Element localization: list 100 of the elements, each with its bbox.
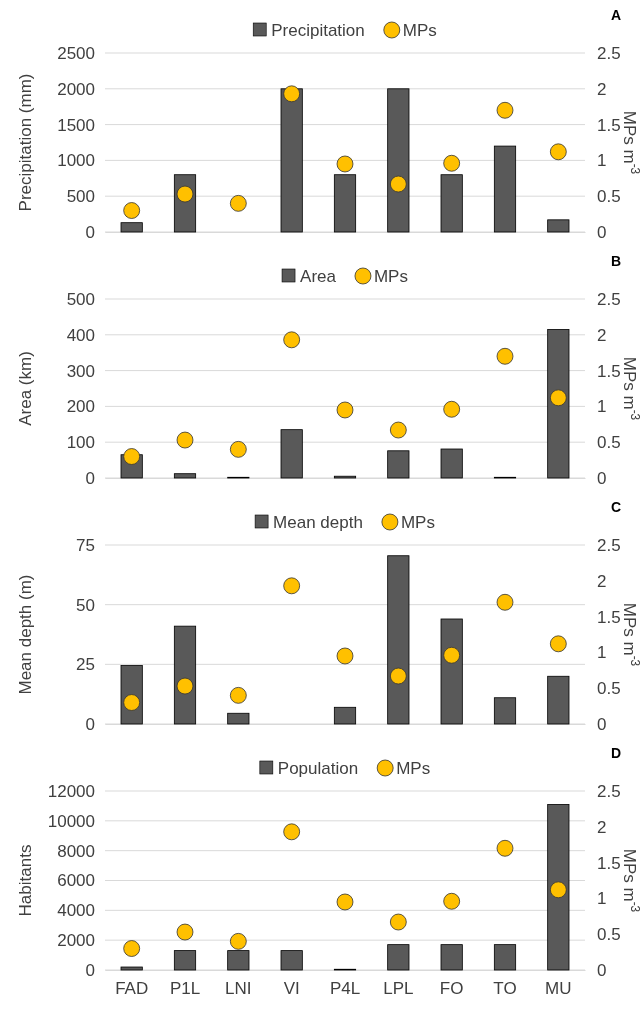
point [229, 933, 247, 950]
point [176, 923, 194, 941]
point [229, 195, 247, 212]
y-tick-label: 500 [66, 289, 95, 309]
y-axis-title: Mean depth (m) [15, 574, 35, 695]
legend-label: MPs [396, 758, 431, 778]
x-tick-label: FO [439, 979, 464, 999]
point [336, 155, 354, 173]
y2-tick-label: 1.5 [597, 115, 621, 135]
x-tick-label: TO [493, 979, 517, 999]
legend-label: Area [300, 266, 337, 286]
bar [547, 219, 570, 233]
bar [387, 88, 410, 233]
bar [493, 944, 517, 971]
point [496, 101, 514, 119]
point [389, 913, 407, 931]
bar [280, 950, 303, 971]
point [549, 635, 567, 653]
point [123, 940, 141, 957]
y-axis-title: Precipitation (mm) [15, 73, 35, 212]
bar [387, 944, 410, 971]
y2-tick-label: 0 [597, 222, 607, 242]
y-tick-label: 100 [66, 433, 95, 453]
point [336, 647, 354, 665]
y-tick-label: 6000 [57, 871, 95, 891]
bar [387, 450, 410, 479]
bar [547, 804, 570, 971]
legend-label: Population [277, 758, 359, 778]
y2-tick-label: 2.5 [597, 535, 621, 555]
bar [227, 950, 250, 971]
y2-tick-label: 2 [597, 79, 607, 99]
y-tick-label: 12000 [47, 781, 95, 801]
point [176, 431, 194, 449]
y-tick-label: 25 [76, 655, 95, 675]
bar [173, 950, 197, 971]
y2-tick-label: 2.5 [597, 289, 621, 309]
text: C [610, 499, 622, 515]
y2-tick-label: 1.5 [597, 607, 621, 627]
bar [547, 329, 570, 479]
legend-label: MPs [373, 266, 408, 286]
point [283, 823, 301, 841]
y-tick-label: 2500 [57, 43, 95, 63]
point [336, 401, 354, 419]
y2-tick-label: 2 [597, 571, 607, 591]
y-tick-label: 0 [85, 714, 95, 734]
y2-tick-label: 0.5 [597, 925, 621, 945]
x-tick-label: LPL [383, 979, 414, 999]
point [283, 577, 301, 595]
text: D [610, 745, 622, 761]
y-tick-label: 50 [76, 595, 95, 615]
y2-tick-label: 2.5 [597, 43, 621, 63]
point [496, 593, 514, 611]
y2-tick-label: 0 [597, 468, 607, 488]
y-tick-label: 1500 [57, 115, 95, 135]
point [549, 389, 567, 407]
x-tick-label: P4L [329, 979, 361, 999]
bar [493, 145, 517, 233]
point [336, 893, 354, 911]
y-tick-label: 1000 [57, 151, 95, 171]
x-tick-label: P1L [169, 979, 201, 999]
y2-tick-label: 1 [597, 397, 607, 417]
point [283, 331, 301, 349]
legend-label: Mean depth [273, 512, 363, 532]
bar [333, 174, 357, 233]
y2-tick-label: 2.5 [597, 781, 621, 801]
point [443, 400, 461, 418]
bar [440, 448, 463, 479]
point [496, 839, 514, 857]
y-tick-label: 8000 [57, 841, 95, 861]
y-tick-label: 200 [66, 397, 95, 417]
y2-tick-label: 1 [597, 151, 607, 171]
point [123, 448, 141, 465]
y2-tick-label: 2 [597, 325, 607, 345]
point [229, 687, 247, 704]
x-tick-label: LNI [225, 979, 252, 999]
bar [120, 222, 143, 233]
y2-tick-label: 1.5 [597, 853, 621, 873]
y2-tick-label: 0 [597, 960, 607, 980]
bar [173, 473, 197, 479]
legend-label: Precipitation [271, 20, 365, 40]
point [389, 175, 407, 193]
bar [440, 944, 463, 971]
y-tick-label: 0 [85, 468, 95, 488]
x-tick-label: VI [283, 979, 300, 999]
text: A [610, 7, 622, 23]
bar [120, 966, 143, 971]
bar [227, 712, 250, 725]
y2-tick-label: 1 [597, 643, 607, 663]
bar [387, 555, 410, 725]
y2-tick-label: 2 [597, 817, 607, 837]
point [443, 154, 461, 172]
y-axis-title: Habitants [15, 844, 35, 917]
bar [280, 429, 303, 479]
point [123, 202, 141, 219]
y-tick-label: 10000 [47, 811, 95, 831]
bar [333, 706, 357, 725]
y2-tick-label: 0 [597, 714, 607, 734]
point [443, 646, 461, 664]
text: B [610, 253, 622, 269]
bar [493, 697, 517, 725]
